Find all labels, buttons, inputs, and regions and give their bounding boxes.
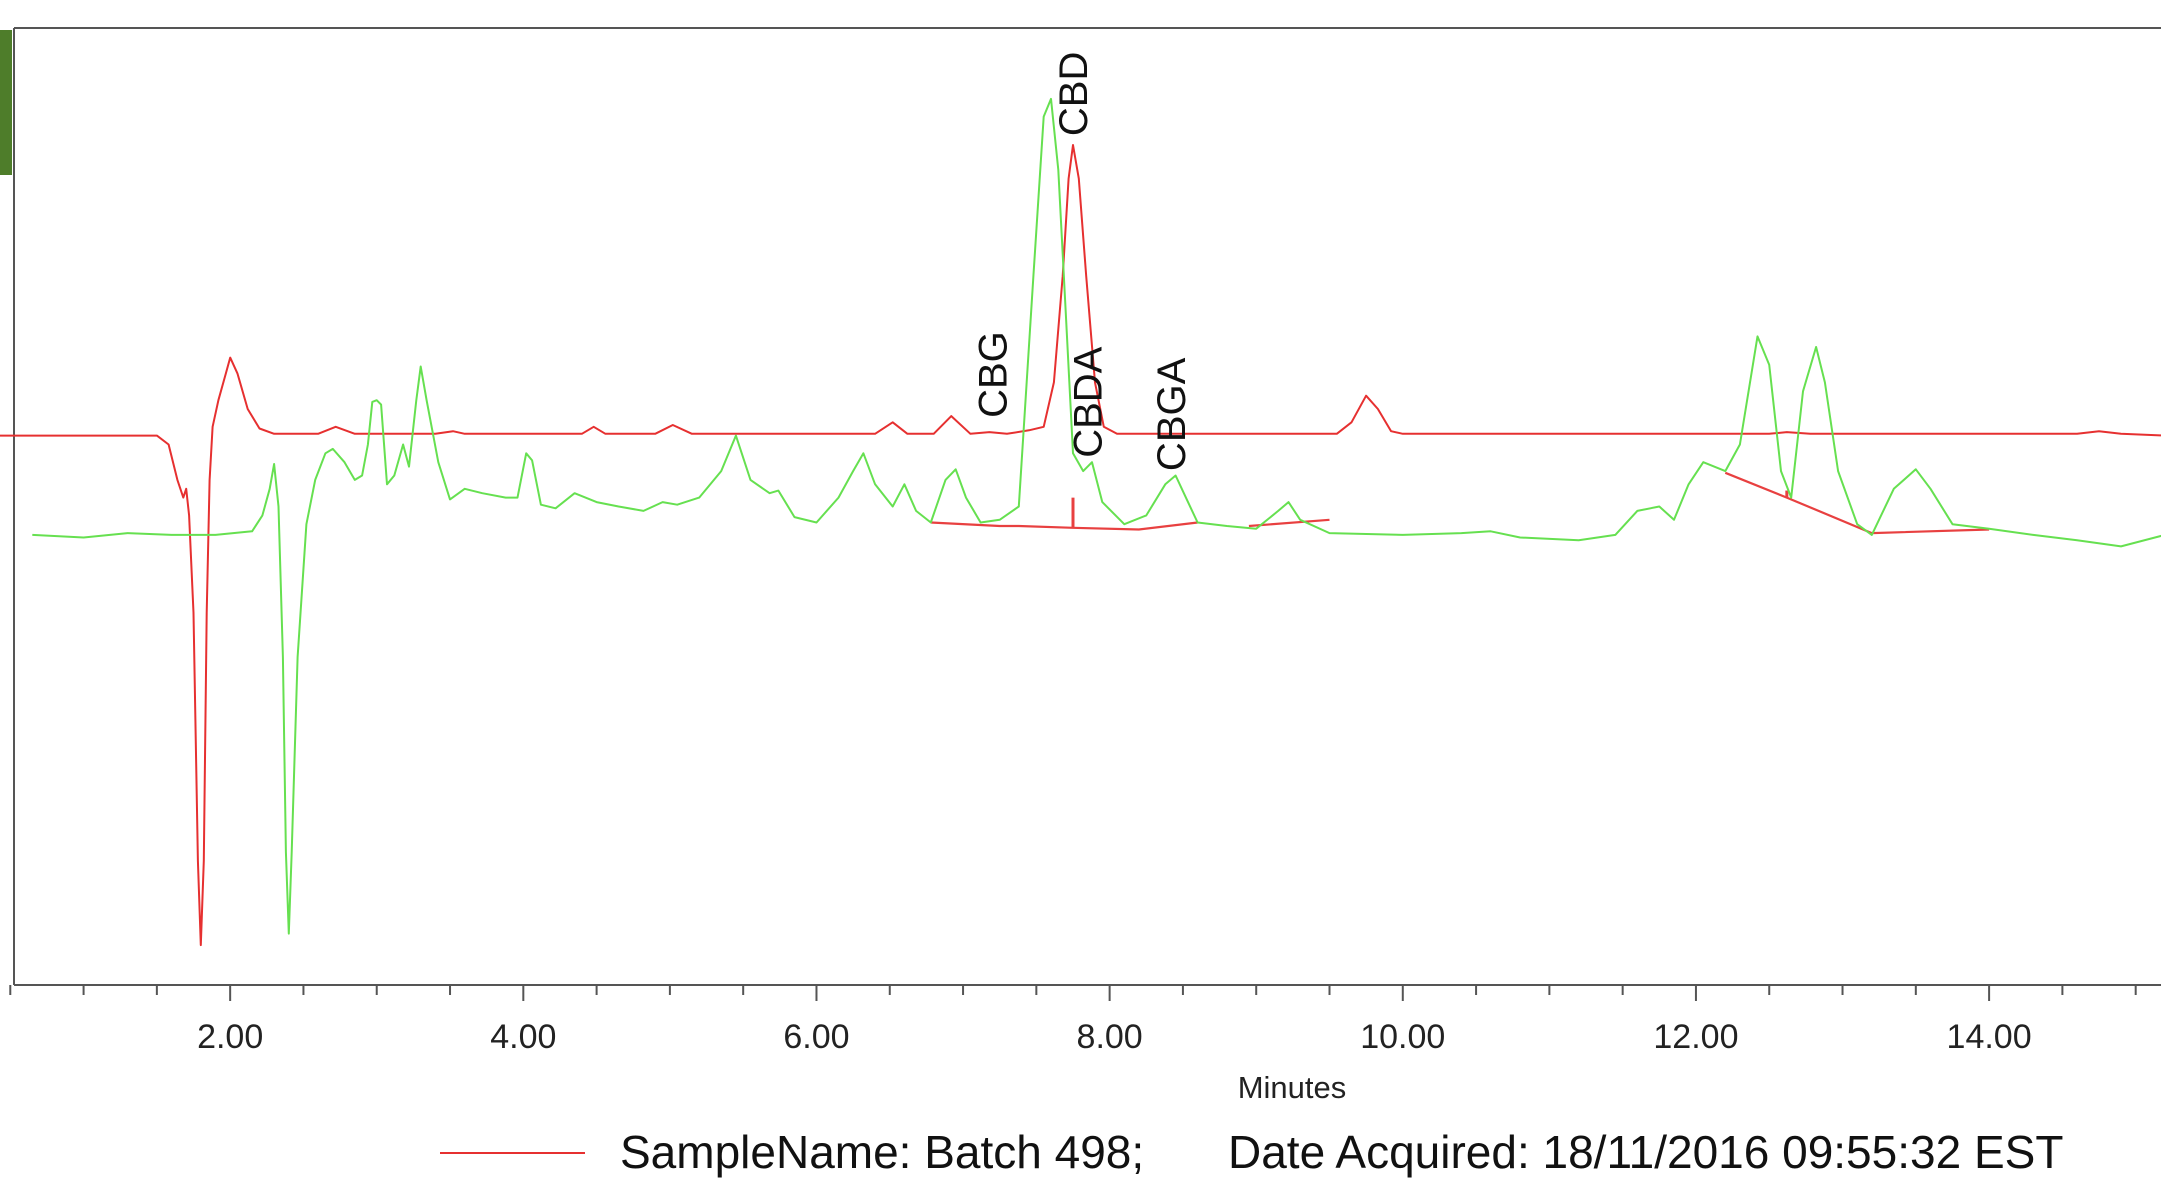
peak-labels: CBG CBD CBDA CBGA [971,52,1194,471]
x-tick-label: 8.00 [1077,1018,1143,1056]
x-tick-label: 14.00 [1947,1018,2032,1056]
integration-baselines [930,471,1990,535]
x-tick-label: 10.00 [1360,1018,1445,1056]
peak-label-cbd: CBD [1052,52,1096,136]
baseline-3 [1724,471,1990,535]
x-tick-label: 12.00 [1653,1018,1738,1056]
peak-label-cbda: CBDA [1067,346,1111,457]
baseline-1 [930,521,1198,531]
legend: SampleName: Batch 498; Date Acquired: 18… [440,1126,2063,1178]
legend-sample-name: SampleName: Batch 498; [620,1126,1144,1178]
x-tick-label: 4.00 [490,1018,556,1056]
side-accent-bar [0,30,12,175]
peak-label-cbga: CBGA [1150,357,1194,471]
chromatogram-traces [0,97,2161,947]
x-axis-ticks: 2.00 4.00 6.00 8.00 10.00 12.00 14.00 [9,985,2137,1056]
x-axis-label: Minutes [1238,1070,1347,1105]
legend-date-acquired: Date Acquired: 18/11/2016 09:55:32 EST [1228,1126,2063,1178]
x-tick-label: 6.00 [783,1018,849,1056]
series-line-green [32,97,2161,935]
x-tick-label: 2.00 [197,1018,263,1056]
series-line-red [0,144,2161,947]
peak-label-cbg: CBG [971,331,1015,418]
